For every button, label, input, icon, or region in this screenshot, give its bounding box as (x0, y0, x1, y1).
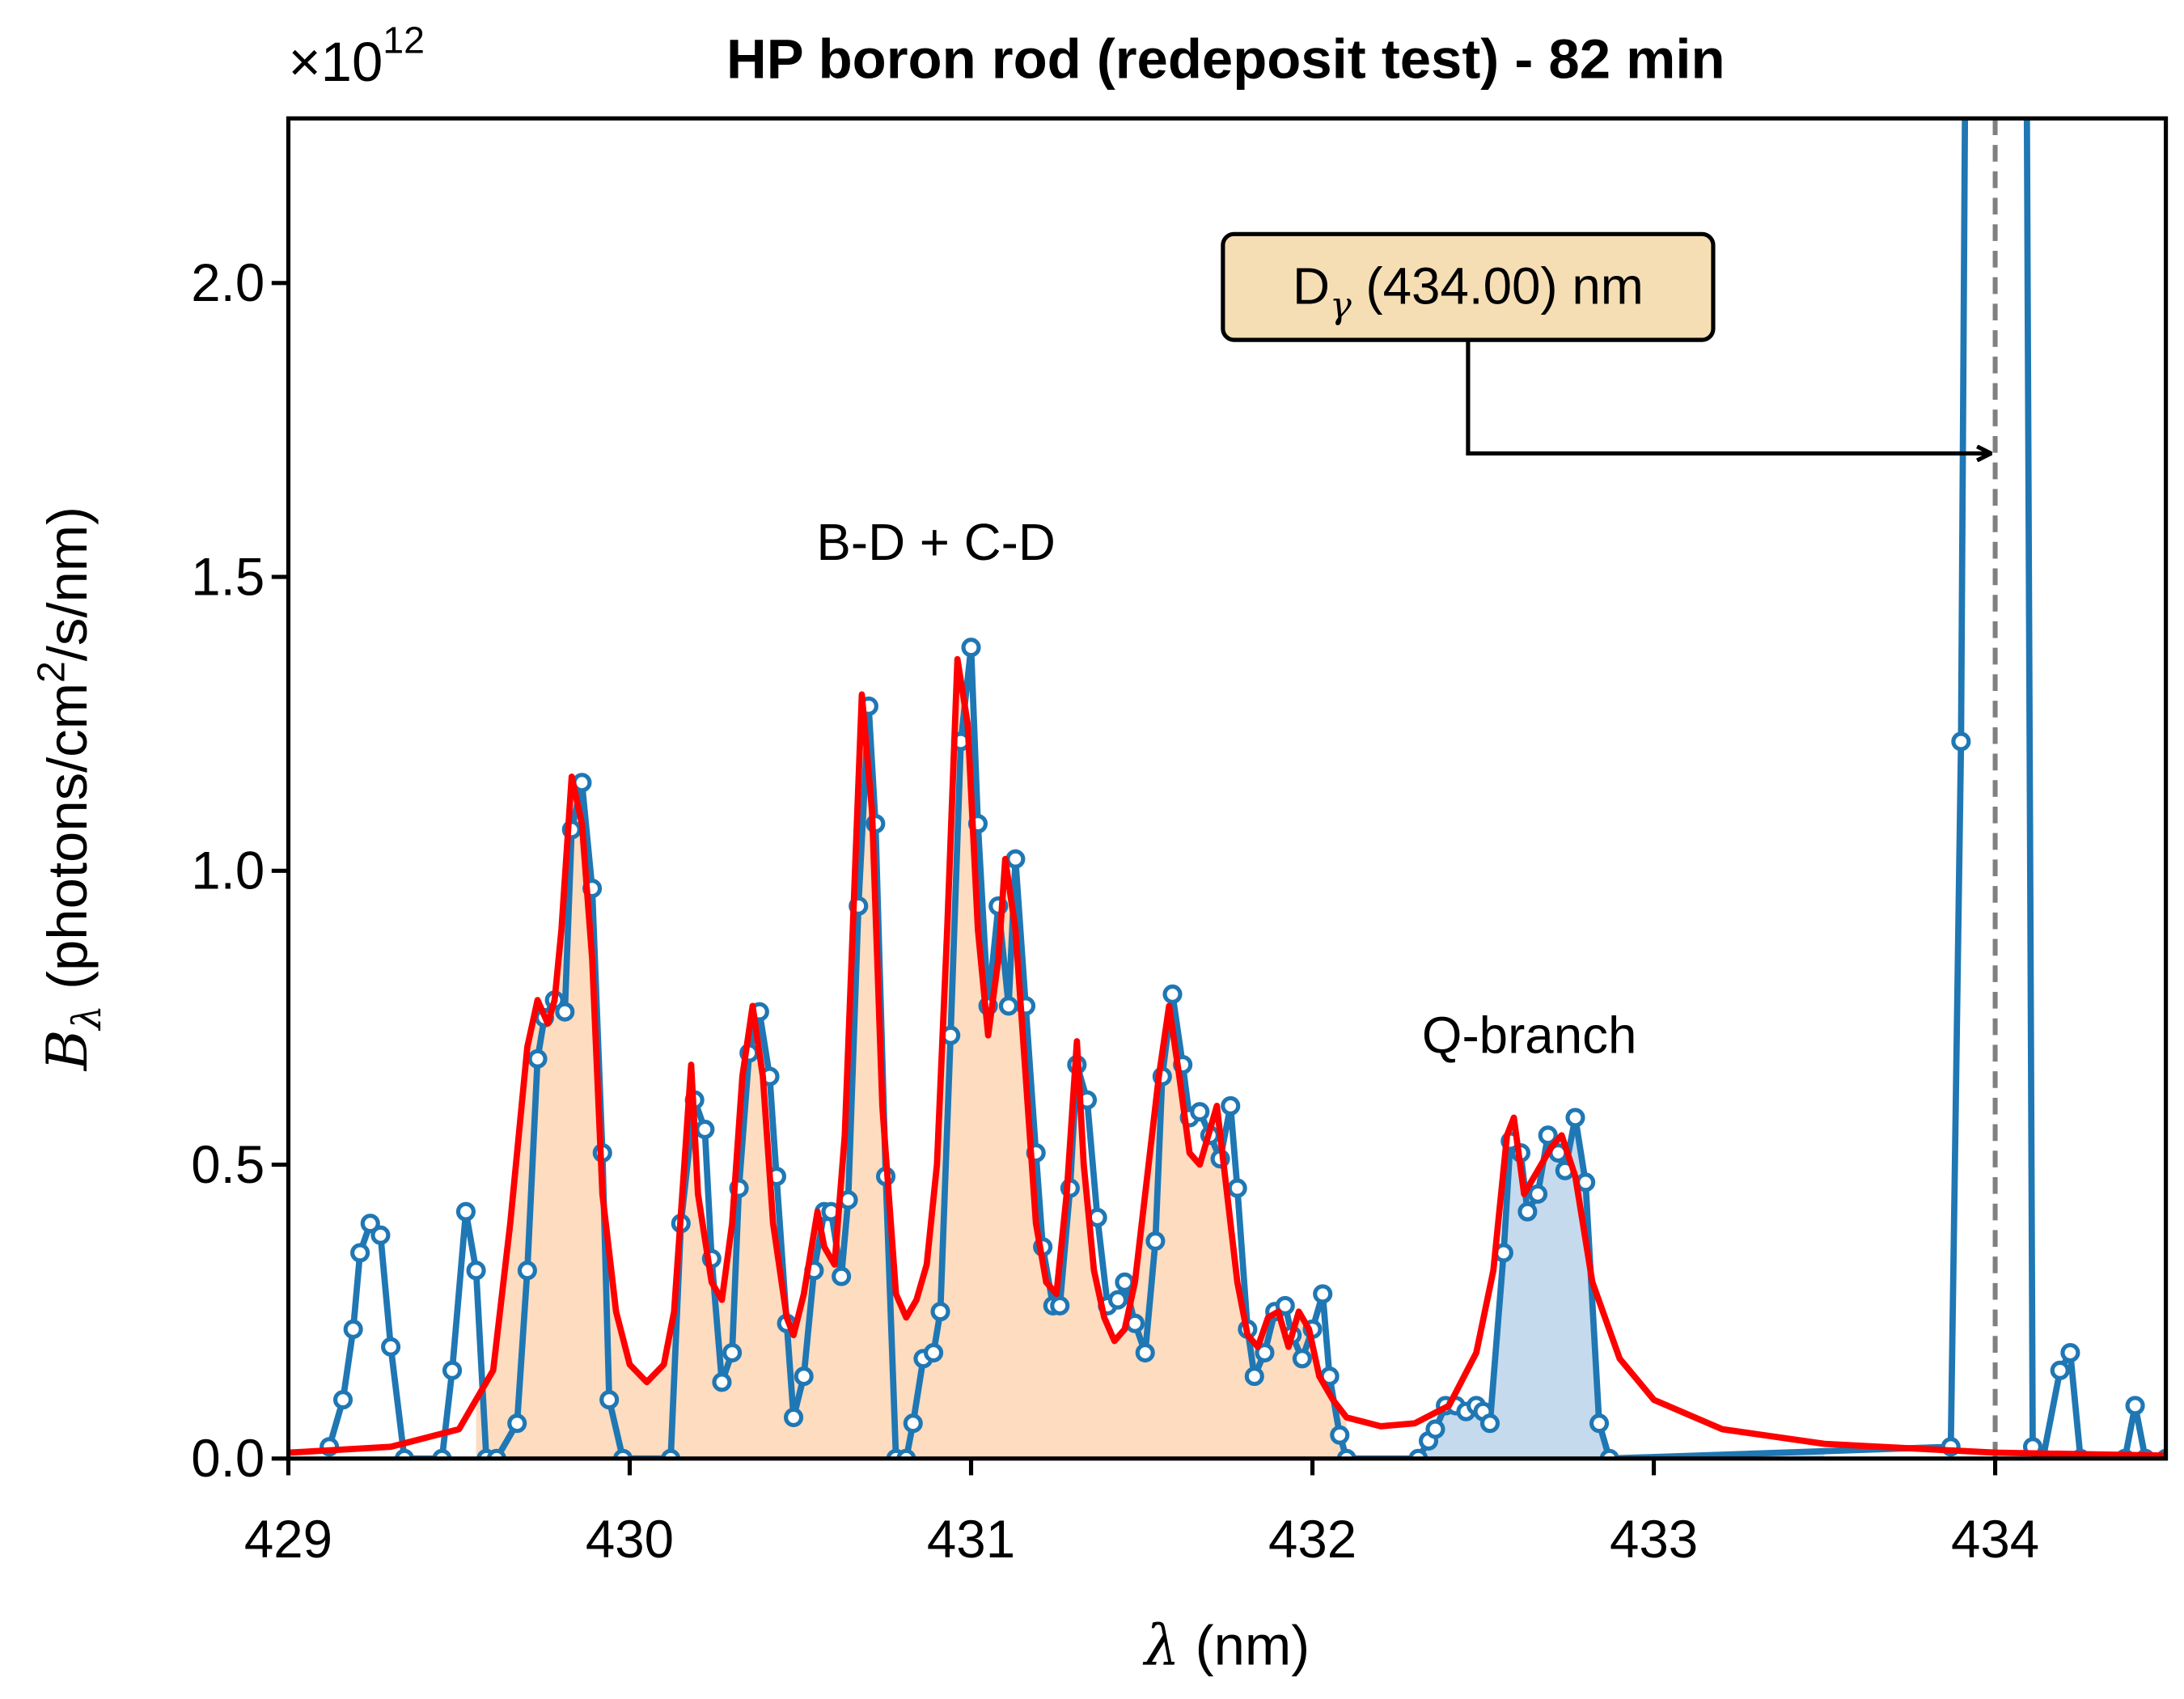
overlay-layer: 429 430 431 432 433 434 0.0 0.5 1.0 1.5 2.0 (191, 253, 2039, 1569)
data-point (1244, 1366, 1264, 1387)
y-label-text2: /s/nm) (36, 506, 99, 661)
data-point (1313, 1284, 1333, 1304)
data-point (712, 1372, 732, 1392)
data-point (1107, 1290, 1128, 1310)
data-point (1190, 1102, 1210, 1122)
data-point (527, 1049, 548, 1069)
offset-text: ×1012 (288, 19, 425, 92)
data-point (381, 1337, 401, 1357)
data-point (517, 1260, 537, 1281)
data-point (455, 1201, 476, 1222)
y-label-text: (photons/cm (36, 683, 99, 1005)
x-tick-label: 433 (1610, 1510, 1698, 1569)
area-fill (1346, 1117, 1825, 1459)
data-point (1292, 1349, 1312, 1369)
data-point (599, 1390, 620, 1410)
x-tick-label: 430 (586, 1510, 674, 1569)
data-point (1145, 1231, 1166, 1252)
x-label-text: (nm) (1180, 1615, 1310, 1677)
data-point (2060, 1342, 2080, 1363)
x-tick-label: 429 (244, 1510, 332, 1569)
data-point (903, 1413, 923, 1434)
y-tick-label: 0.5 (191, 1135, 265, 1194)
data-point (998, 996, 1018, 1016)
data-point (350, 1243, 370, 1263)
data-point (442, 1360, 463, 1380)
data-point (1115, 1272, 1135, 1292)
annotation-symbol: D (1293, 257, 1330, 315)
data-point (1330, 1425, 1350, 1445)
y-tick-label: 1.5 (191, 547, 265, 606)
y-label-sup: 2 (29, 661, 73, 683)
plot-frame (286, 116, 2169, 1461)
data-point (930, 1302, 950, 1322)
data-point (360, 1214, 380, 1234)
y-tick-label: 0.0 (191, 1429, 265, 1488)
area-fill (476, 659, 1347, 1459)
data-point (1005, 849, 1026, 869)
data-point (2125, 1396, 2145, 1416)
data-point (507, 1413, 527, 1434)
data-point (1479, 1413, 1500, 1434)
y-label-sub: λ (65, 1005, 110, 1032)
data-point (1538, 1125, 1558, 1146)
data-point (1227, 1178, 1247, 1198)
data-point (722, 1342, 743, 1363)
data-point (343, 1319, 363, 1340)
data-point (1951, 731, 1971, 752)
annotation-text: (434.00) nm (1352, 257, 1644, 315)
data-point (961, 638, 981, 658)
data-point (1528, 1184, 1548, 1204)
y-axis-label: Bλ (photons/cm2/s/nm) (29, 506, 110, 1072)
annotation: B-D + C-D (816, 514, 1055, 571)
x-tick-label: 431 (927, 1510, 1015, 1569)
chart-title: HP boron rod (redeposit test) - 82 min (726, 28, 1725, 90)
y-tick-label: 2.0 (191, 253, 265, 312)
line-layer (288, 118, 2166, 1459)
data-point (784, 1407, 804, 1428)
data-point (1255, 1342, 1275, 1363)
annotation-sub: γ (1330, 284, 1352, 327)
annotation-box (1221, 231, 1716, 342)
y-label-symbol: B (36, 1030, 100, 1073)
data-point (1275, 1295, 1295, 1316)
data-point (466, 1260, 486, 1281)
data-point (555, 1002, 575, 1022)
data-point (1565, 1108, 1585, 1128)
data-point (370, 1225, 391, 1245)
data-point (332, 1390, 353, 1410)
x-tick-label: 434 (1951, 1510, 2039, 1569)
data-point (1517, 1201, 1538, 1222)
data-point (695, 1119, 715, 1140)
x-axis-label: λ (nm) (1142, 1614, 1310, 1679)
data-point (924, 1342, 944, 1363)
data-point (1589, 1413, 1610, 1434)
x-label-symbol: λ (1142, 1614, 1180, 1679)
annotation-arrow (1466, 340, 1991, 453)
data-point (794, 1366, 814, 1387)
data-point (1221, 1095, 1241, 1116)
fill-layer (476, 659, 1825, 1459)
data-point (1135, 1342, 1155, 1363)
annotation: Dγ (434.00) nm (1293, 257, 1644, 326)
y-tick-label: 1.0 (191, 841, 265, 900)
annotation: Q-branch (1422, 1007, 1636, 1065)
data-point (1162, 984, 1183, 1004)
data-point (1425, 1419, 1445, 1439)
data-point (832, 1266, 852, 1286)
x-tick-label: 432 (1268, 1510, 1357, 1569)
data-point (2050, 1360, 2070, 1380)
offset-exponent: 12 (383, 19, 425, 61)
offset-base: ×10 (288, 31, 383, 93)
data-point (1050, 1295, 1070, 1316)
series-line (288, 655, 2166, 1459)
